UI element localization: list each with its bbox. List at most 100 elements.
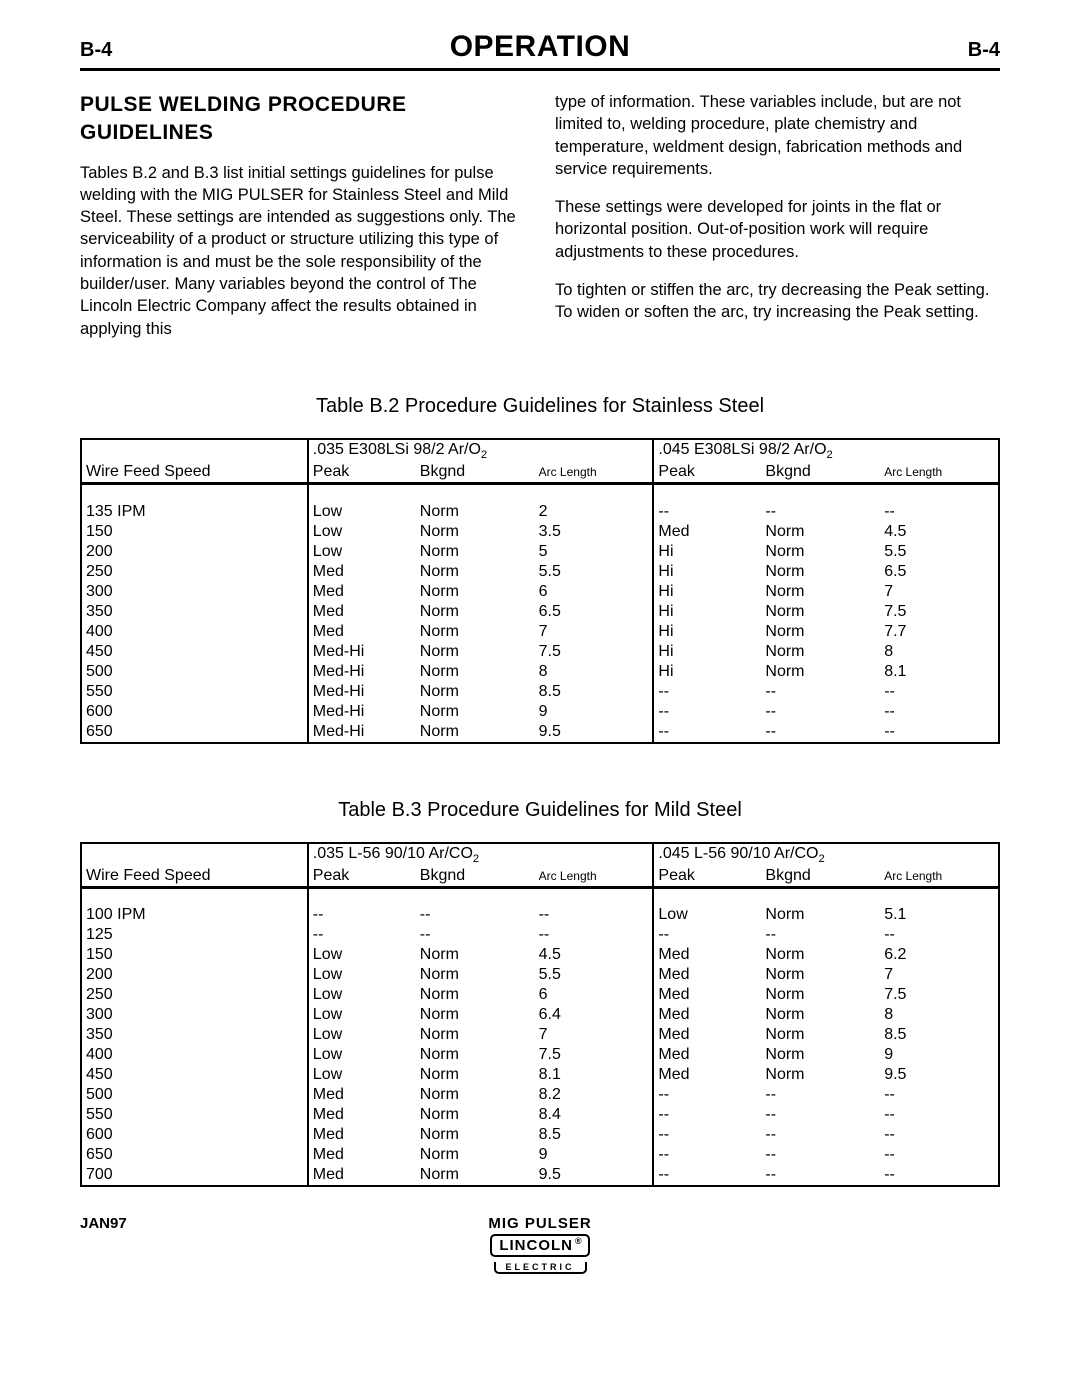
table-cell: Norm	[416, 662, 535, 682]
table-cell: Low	[308, 502, 416, 522]
table-cell: Med	[653, 985, 761, 1005]
table-cell: Low	[308, 522, 416, 542]
table-cell: 7.5	[535, 642, 654, 662]
table-b2-caption: Table B.2 Procedure Guidelines for Stain…	[80, 395, 1000, 418]
table-cell: Med-Hi	[308, 682, 416, 702]
table-cell: 6	[535, 985, 654, 1005]
table-cell: --	[761, 1105, 880, 1125]
table-cell: --	[761, 1125, 880, 1145]
table-cell: 450	[81, 1065, 308, 1085]
table-cell: 9	[535, 702, 654, 722]
table-cell: 8.2	[535, 1085, 654, 1105]
table-cell: Med-Hi	[308, 722, 416, 743]
table-cell: Hi	[653, 662, 761, 682]
table-cell: 5.5	[535, 562, 654, 582]
table-cell: Norm	[761, 1005, 880, 1025]
table-row: 550Med-HiNorm8.5------	[81, 682, 999, 702]
table-cell: 250	[81, 985, 308, 1005]
table-cell: 5	[535, 542, 654, 562]
table-cell: 5.5	[535, 965, 654, 985]
table-cell: 8.5	[535, 682, 654, 702]
table-cell: Norm	[761, 602, 880, 622]
logo-top: LINCOLN	[499, 1237, 573, 1254]
paragraph-r2: These settings were developed for joints…	[555, 196, 1000, 263]
col-header: Bkgnd	[416, 462, 535, 484]
table-cell: 6.2	[880, 945, 999, 965]
table-cell: 350	[81, 1025, 308, 1045]
body-columns: PULSE WELDING PROCEDURE GUIDELINES Table…	[80, 91, 1000, 340]
table-cell: 6.4	[535, 1005, 654, 1025]
table-cell: 700	[81, 1165, 308, 1186]
table-cell: Norm	[416, 1005, 535, 1025]
table-cell: Med	[653, 1045, 761, 1065]
table-cell: --	[308, 925, 416, 945]
table-cell: --	[761, 702, 880, 722]
table-cell: 4.5	[535, 945, 654, 965]
table-cell: Norm	[416, 1125, 535, 1145]
table-cell: --	[653, 702, 761, 722]
table-cell: 200	[81, 965, 308, 985]
table-cell: Norm	[761, 985, 880, 1005]
col-header: Arc Length	[535, 866, 654, 888]
table-cell: --	[761, 1145, 880, 1165]
table-cell: 5.1	[880, 905, 999, 925]
table-cell: 500	[81, 662, 308, 682]
table-row: 250LowNorm6MedNorm7.5	[81, 985, 999, 1005]
footer-mid: MIG PULSER	[388, 1215, 692, 1232]
table-cell: 250	[81, 562, 308, 582]
table-cell: Norm	[761, 1045, 880, 1065]
table-row: 150LowNorm3.5MedNorm4.5	[81, 522, 999, 542]
table-cell: Norm	[761, 582, 880, 602]
table-cell: Med	[308, 582, 416, 602]
table-cell: 650	[81, 722, 308, 743]
table-cell: Norm	[761, 622, 880, 642]
table-cell: Norm	[416, 542, 535, 562]
footer-left: JAN97	[80, 1215, 384, 1232]
table-row: 600Med-HiNorm9------	[81, 702, 999, 722]
table-cell: Norm	[416, 1045, 535, 1065]
table-cell: --	[761, 682, 880, 702]
col-header: Peak	[653, 462, 761, 484]
col-header: Wire Feed Speed	[81, 462, 308, 484]
table-cell: Norm	[416, 985, 535, 1005]
table-cell: --	[653, 682, 761, 702]
table-cell: --	[880, 1105, 999, 1125]
table-cell: Med	[308, 1145, 416, 1165]
table-cell: Med	[308, 1165, 416, 1186]
table-cell: Norm	[761, 662, 880, 682]
paragraph-left: Tables B.2 and B.3 list initial settings…	[80, 162, 525, 340]
table-cell: Low	[308, 1065, 416, 1085]
table-cell: Norm	[416, 522, 535, 542]
table-cell: 650	[81, 1145, 308, 1165]
table-row: 700MedNorm9.5------	[81, 1165, 999, 1186]
page-footer: JAN97 MIG PULSER	[80, 1215, 1000, 1232]
table-cell: Norm	[761, 522, 880, 542]
col-header: Bkgnd	[761, 462, 880, 484]
table-cell: 400	[81, 622, 308, 642]
table-cell: Norm	[761, 542, 880, 562]
table-cell: --	[880, 1085, 999, 1105]
table-cell: Med-Hi	[308, 662, 416, 682]
table-cell: 550	[81, 682, 308, 702]
table-cell: 7.5	[880, 602, 999, 622]
table-cell: Norm	[761, 1025, 880, 1045]
table-cell: 5.5	[880, 542, 999, 562]
lincoln-logo: LINCOLN® ELECTRIC	[80, 1234, 1000, 1275]
table-row: 300LowNorm6.4MedNorm8	[81, 1005, 999, 1025]
table-cell: Norm	[416, 502, 535, 522]
table-cell: Norm	[761, 1065, 880, 1085]
table-cell: Hi	[653, 622, 761, 642]
table-cell: 8	[880, 1005, 999, 1025]
table-cell: --	[761, 722, 880, 743]
table-cell: Med	[308, 562, 416, 582]
table-cell: Med	[308, 602, 416, 622]
table-cell: Norm	[416, 682, 535, 702]
paragraph-r3: To tighten or stiffen the arc, try decre…	[555, 279, 1000, 324]
table-cell: 9.5	[535, 1165, 654, 1186]
table-cell: Norm	[416, 1165, 535, 1186]
table-cell: Norm	[416, 945, 535, 965]
table-cell: --	[880, 1125, 999, 1145]
table-cell: --	[761, 502, 880, 522]
table-cell: Med	[653, 1065, 761, 1085]
table-row: 400LowNorm7.5MedNorm9	[81, 1045, 999, 1065]
